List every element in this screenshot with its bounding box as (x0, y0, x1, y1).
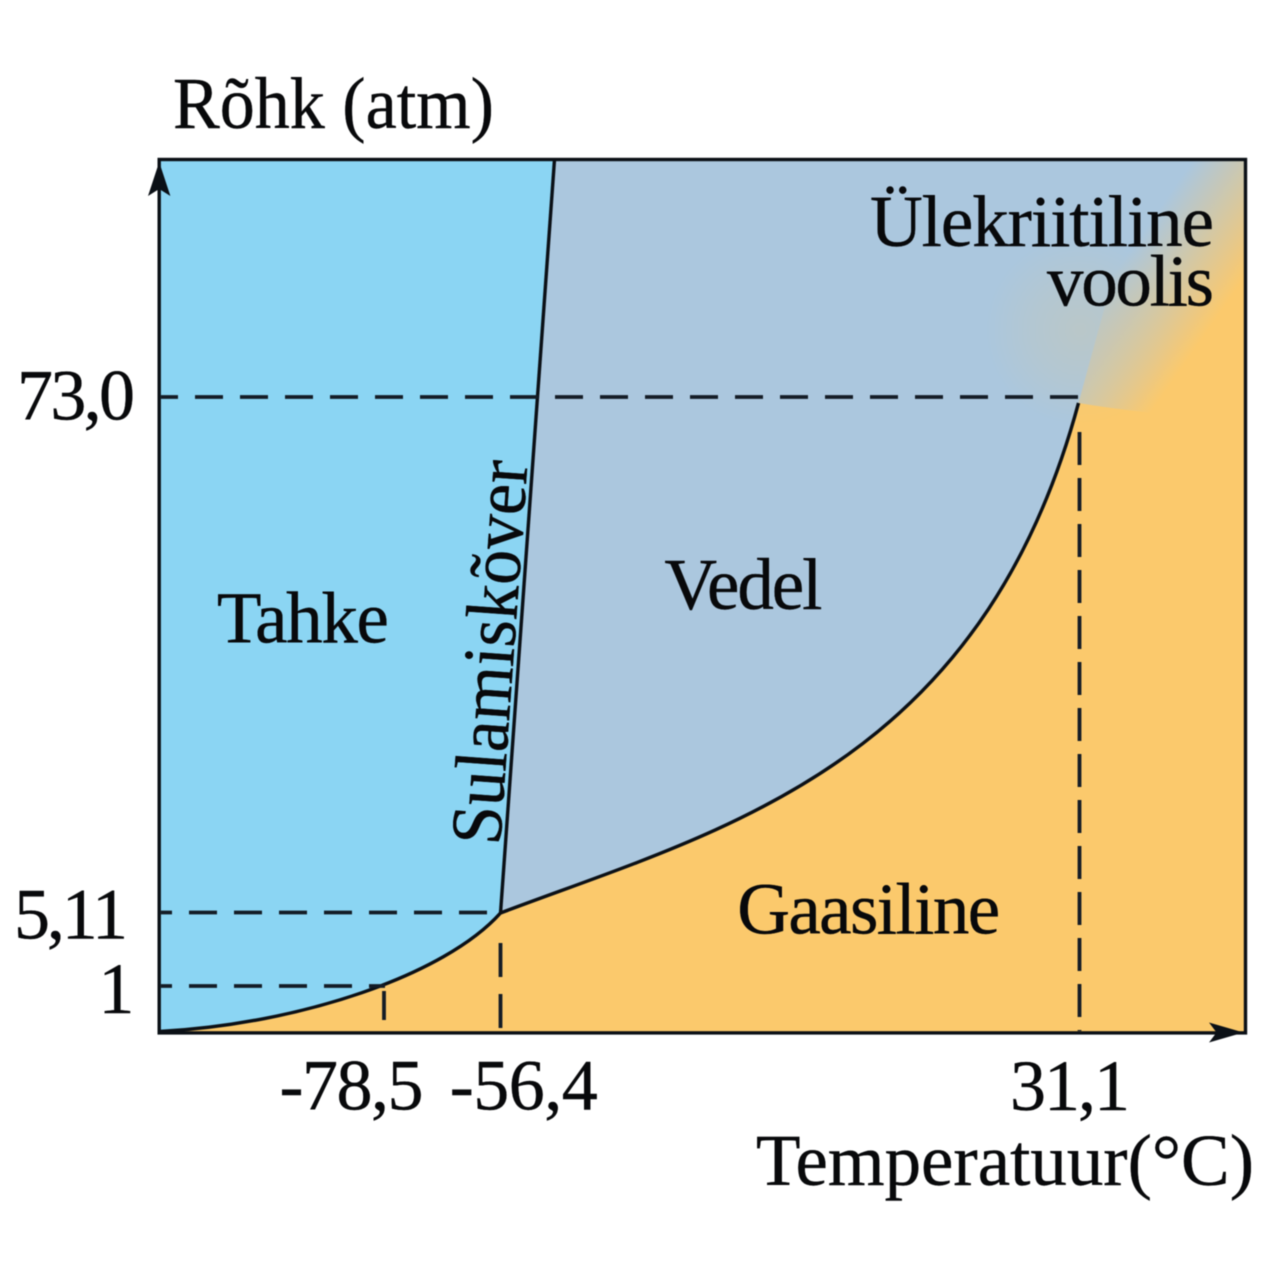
svg-text:Temperatuur(°C): Temperatuur(°C) (756, 1120, 1254, 1201)
svg-text:73,0: 73,0 (17, 356, 135, 436)
svg-text:1: 1 (98, 949, 134, 1029)
svg-text:Ülekriitiline: Ülekriitiline (870, 181, 1214, 262)
svg-text:Gaasiline: Gaasiline (737, 869, 1000, 950)
svg-text:Rõhk (atm): Rõhk (atm) (173, 63, 494, 144)
svg-text:31,1: 31,1 (1010, 1046, 1130, 1126)
svg-text:-78,5: -78,5 (280, 1046, 424, 1126)
svg-text:Tahke: Tahke (217, 577, 389, 658)
svg-text:5,11: 5,11 (14, 874, 128, 954)
svg-text:voolis: voolis (1047, 241, 1214, 322)
svg-text:-56,4: -56,4 (450, 1046, 598, 1126)
svg-text:Vedel: Vedel (664, 544, 822, 625)
